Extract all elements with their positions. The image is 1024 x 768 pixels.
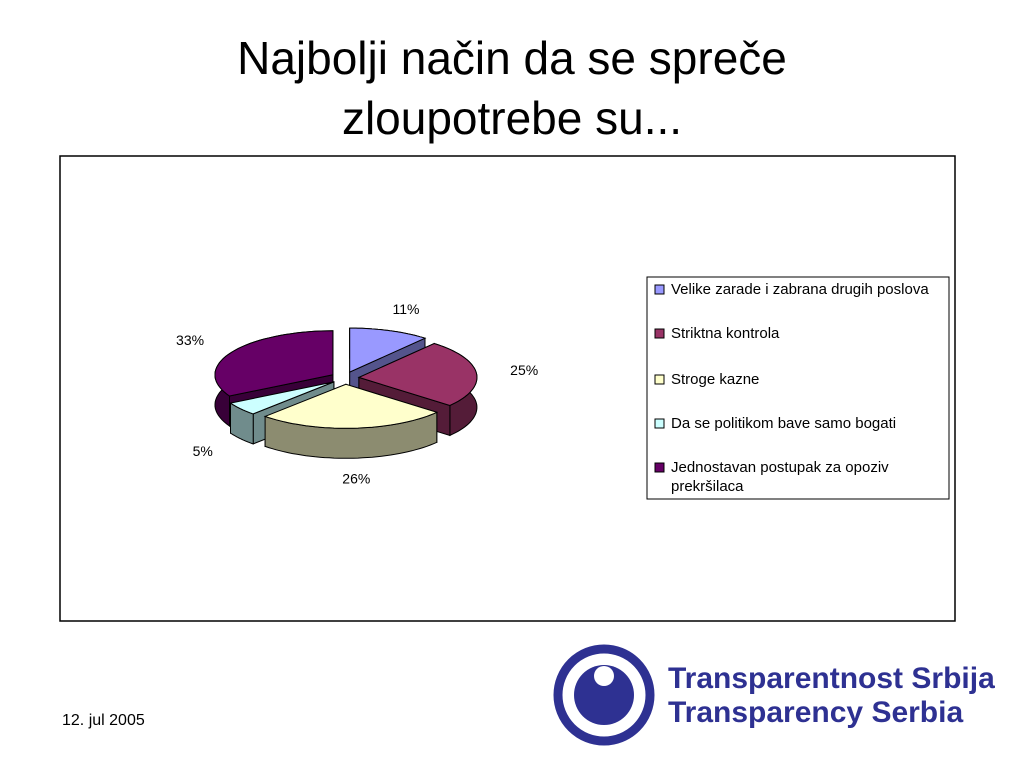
legend-line: Jednostavan postupak za opoziv bbox=[671, 459, 889, 476]
legend-line: Da se politikom bave samo bogati bbox=[671, 415, 896, 432]
legend-label: Da se politikom bave samo bogati bbox=[671, 415, 896, 432]
legend-label: Striktna kontrola bbox=[671, 325, 780, 342]
data-label: 26% bbox=[342, 471, 370, 487]
logo-head bbox=[594, 666, 614, 686]
logo-figure bbox=[574, 665, 634, 725]
legend-swatch bbox=[654, 418, 665, 429]
footer-date: 12. jul 2005 bbox=[62, 712, 145, 729]
data-label: 25% bbox=[510, 362, 538, 378]
data-label: 33% bbox=[176, 332, 204, 348]
legend-label: Velike zarade i zabrana drugih poslova bbox=[671, 281, 929, 298]
data-label: 5% bbox=[193, 443, 213, 459]
legend-swatch bbox=[654, 374, 665, 385]
data-label: 11% bbox=[392, 301, 419, 317]
slide-title: Najbolji način da se spreče zloupotrebe … bbox=[237, 32, 787, 144]
legend-line: prekršilaca bbox=[671, 478, 744, 495]
legend-swatch bbox=[654, 328, 665, 339]
pie-slice bbox=[214, 330, 334, 397]
pie-slice bbox=[229, 381, 335, 415]
logo-ring bbox=[553, 644, 655, 746]
logo-text: Transparentnost Srbija bbox=[668, 662, 995, 695]
legend-box bbox=[646, 276, 950, 500]
legend-label: Stroge kazne bbox=[671, 371, 759, 388]
legend-label: Jednostavan postupak za opoziv prekršilac… bbox=[671, 459, 889, 495]
legend-line: Stroge kazne bbox=[671, 371, 759, 388]
pie-slice bbox=[357, 342, 478, 407]
legend-line: Striktna kontrola bbox=[671, 325, 780, 342]
pie-slice bbox=[263, 383, 439, 429]
chart-frame bbox=[59, 155, 956, 622]
logo-text: Transparency Serbia bbox=[668, 696, 963, 729]
legend-swatch bbox=[654, 284, 665, 295]
logo: Transparentnost Srbija Transparency Serb… bbox=[553, 644, 995, 746]
pie-slice bbox=[349, 327, 427, 373]
legend-line: Velike zarade i zabrana drugih poslova bbox=[671, 281, 929, 298]
legend-swatch bbox=[654, 462, 665, 473]
